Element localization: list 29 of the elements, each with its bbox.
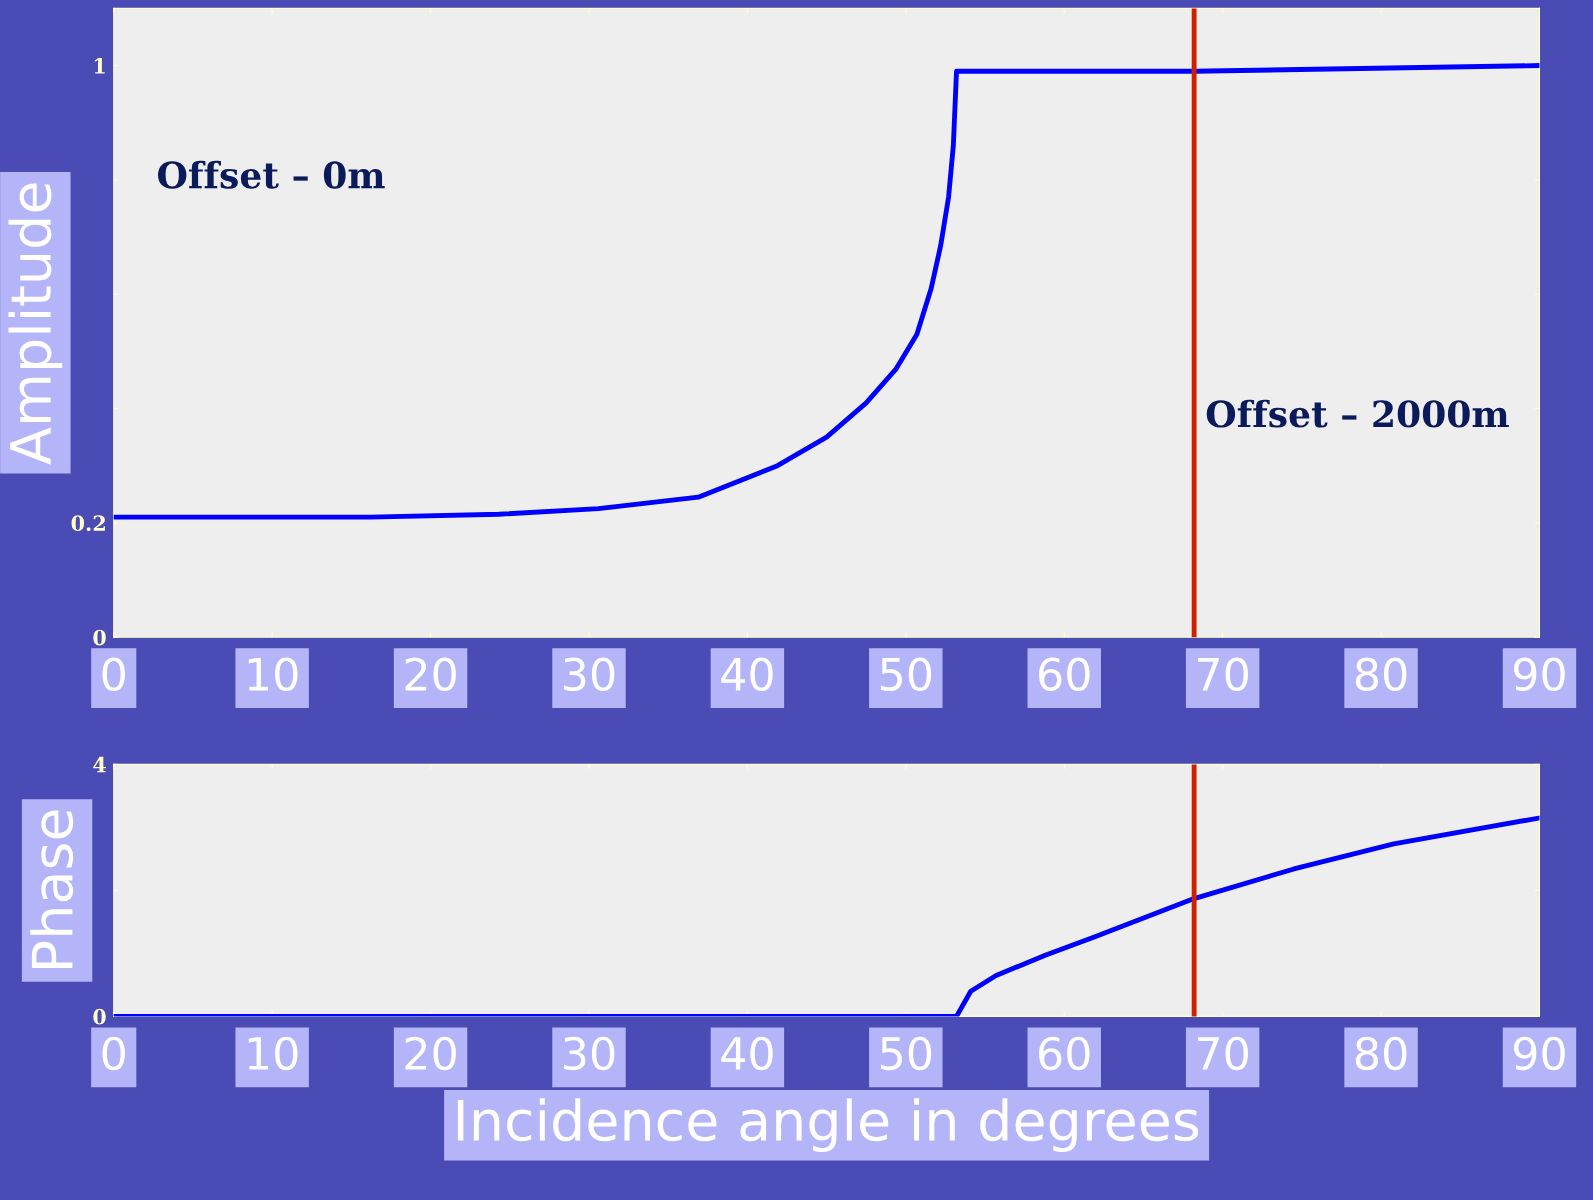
x-tick-label: 10 bbox=[248, 657, 298, 692]
y-tick-label: 0 bbox=[93, 629, 106, 646]
y-axis-title: Amplitude bbox=[8, 183, 63, 465]
x-tick-label: 60 bbox=[1039, 657, 1090, 692]
x-tick-label: 70 bbox=[1198, 1036, 1248, 1071]
ref-line-label: Offset – 2000m bbox=[1206, 399, 1509, 428]
x-tick-label: 50 bbox=[880, 657, 932, 692]
x-tick-label: 80 bbox=[1355, 1036, 1407, 1071]
y-tick-label: 0 bbox=[93, 1008, 106, 1025]
y-axis-title: Phase bbox=[30, 810, 74, 968]
x-tick-label: 40 bbox=[721, 1036, 773, 1071]
x-tick-label: 30 bbox=[564, 657, 615, 692]
annotation: Offset – 0m bbox=[158, 160, 385, 189]
x-tick-label: 30 bbox=[564, 1036, 615, 1071]
x-tick-label: 90 bbox=[1514, 657, 1565, 692]
x-tick-label: 20 bbox=[405, 1036, 456, 1071]
line-series bbox=[113, 63, 1540, 520]
x-tick-label: 10 bbox=[248, 1036, 298, 1071]
x-tick-label: 40 bbox=[721, 657, 773, 692]
x-tick-label: 80 bbox=[1355, 657, 1407, 692]
y-tick-label: 1 bbox=[94, 58, 105, 74]
y-tick-label: 0.2 bbox=[71, 515, 105, 532]
x-tick-label: 70 bbox=[1198, 657, 1248, 692]
x-axis-title: Incidence angle in degrees bbox=[457, 1098, 1199, 1153]
x-tick-label: 90 bbox=[1514, 1036, 1565, 1071]
x-tick-label: 50 bbox=[880, 1036, 932, 1071]
x-tick-label: 20 bbox=[405, 657, 456, 692]
x-tick-label: 60 bbox=[1039, 1036, 1090, 1071]
y-tick-label: 4 bbox=[93, 756, 106, 773]
